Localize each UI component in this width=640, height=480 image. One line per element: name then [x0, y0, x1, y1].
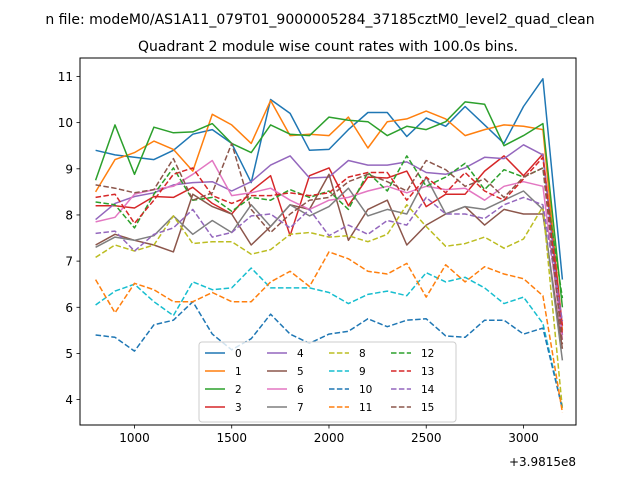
- x-tick-label: 2500: [411, 431, 442, 445]
- series-line-6: [95, 159, 564, 340]
- y-tick-label: 9: [65, 162, 73, 176]
- series-line-14: [95, 196, 564, 322]
- x-axis-offset-label: +3.9815e8: [509, 455, 576, 469]
- x-tick-label: 2000: [314, 431, 345, 445]
- series-line-12: [95, 155, 564, 299]
- series-line-15: [95, 142, 564, 345]
- legend-label-2: 2: [235, 384, 242, 396]
- y-tick-label: 7: [65, 255, 73, 269]
- series-line-4: [95, 144, 564, 336]
- figure-suptitle: n file: modeM0/AS1A11_079T01_9000005284_…: [45, 12, 594, 28]
- legend-label-8: 8: [359, 348, 366, 360]
- legend-label-5: 5: [297, 366, 304, 378]
- x-tick-label: 3000: [508, 431, 539, 445]
- legend-label-4: 4: [297, 348, 304, 360]
- series-line-1: [94, 99, 564, 331]
- series-line-7: [95, 176, 564, 361]
- legend-label-0: 0: [235, 348, 242, 360]
- legend-label-9: 9: [359, 366, 366, 378]
- series-line-5: [95, 173, 564, 349]
- series-line-2: [94, 101, 564, 308]
- legend-label-1: 1: [235, 366, 242, 378]
- x-axis: 1000 1500 2000 2500 3000: [119, 425, 539, 445]
- series-line-13: [95, 156, 564, 336]
- legend-label-7: 7: [297, 402, 304, 414]
- series-line-9: [95, 267, 564, 409]
- y-tick-label: 6: [65, 301, 73, 315]
- series-line-8: [95, 204, 564, 409]
- y-axis: 4 5 6 7 8 9 10 11: [58, 70, 80, 407]
- y-tick-label: 10: [58, 116, 73, 130]
- legend-label-12: 12: [421, 348, 434, 360]
- y-tick-label: 5: [65, 347, 73, 361]
- x-tick-label: 1500: [216, 431, 247, 445]
- legend-label-10: 10: [359, 384, 372, 396]
- series-line-3: [95, 153, 564, 326]
- plot-area-frame: [79, 57, 577, 426]
- y-tick-label: 4: [65, 393, 73, 407]
- y-tick-label: 8: [65, 208, 73, 222]
- series-line-11: [94, 251, 564, 413]
- x-tick-label: 1000: [119, 431, 150, 445]
- legend-label-3: 3: [235, 402, 242, 414]
- legend-label-6: 6: [297, 384, 304, 396]
- legend-label-14: 14: [421, 384, 435, 396]
- legend-label-15: 15: [421, 402, 434, 414]
- series-layer: [94, 78, 564, 413]
- chart-title: Quadrant 2 module wise count rates with …: [138, 39, 518, 55]
- legend-label-13: 13: [421, 366, 434, 378]
- legend-frame: [198, 341, 457, 423]
- y-tick-label: 11: [58, 70, 73, 84]
- legend-label-11: 11: [359, 402, 372, 414]
- series-line-10: [95, 300, 564, 409]
